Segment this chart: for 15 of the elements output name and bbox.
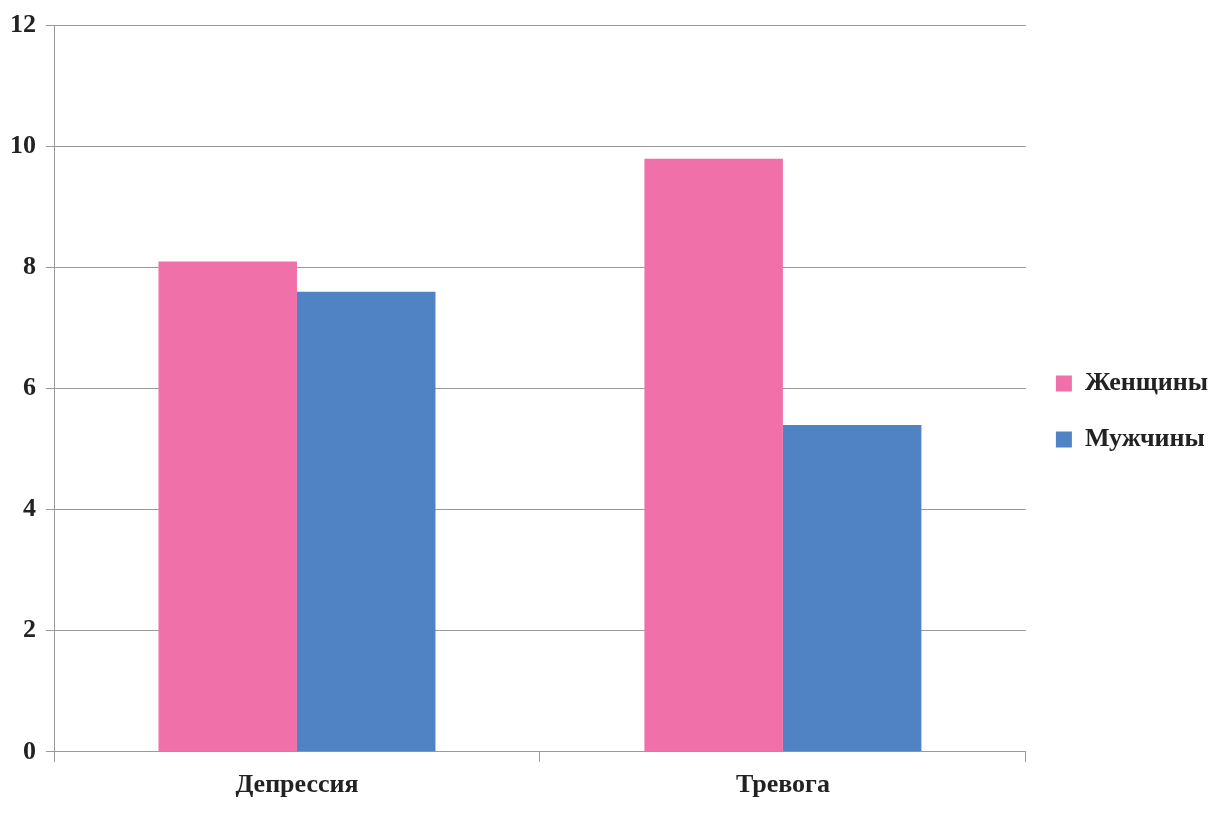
bar [644, 158, 783, 752]
x-tick-label: Депрессия [235, 769, 359, 799]
y-tick-label: 8 [23, 251, 36, 281]
legend-label: Женщины [1084, 367, 1209, 397]
x-tick-label: Тревога [735, 769, 830, 799]
y-tick-label: 6 [23, 372, 36, 402]
y-tick-label: 0 [23, 735, 36, 765]
y-tick-label: 10 [10, 130, 36, 160]
bar [782, 425, 922, 752]
y-tick-label: 2 [23, 614, 36, 644]
y-tick-label: 4 [23, 493, 36, 523]
bar [296, 291, 436, 752]
y-tick-label: 12 [10, 9, 36, 39]
bar [158, 261, 297, 752]
legend-label: Мужчины [1084, 423, 1205, 453]
